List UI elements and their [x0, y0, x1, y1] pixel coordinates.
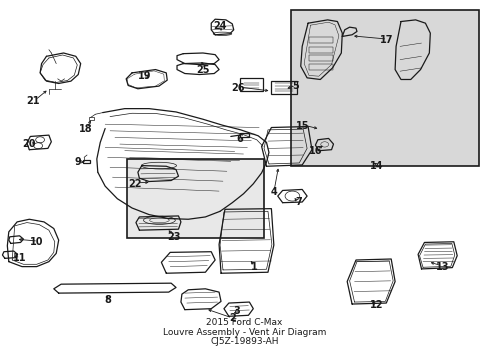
Bar — [239, 78, 263, 91]
Text: 4: 4 — [270, 187, 277, 197]
Bar — [89, 117, 94, 120]
Bar — [290, 10, 478, 166]
Text: 17: 17 — [379, 35, 392, 45]
Text: 8: 8 — [104, 295, 111, 305]
Text: 2: 2 — [228, 313, 235, 323]
Bar — [239, 133, 249, 137]
Text: 11: 11 — [13, 253, 26, 263]
Bar — [83, 159, 90, 163]
Text: CJ5Z-19893-AH: CJ5Z-19893-AH — [210, 337, 278, 346]
Bar — [127, 159, 264, 238]
Bar — [308, 47, 332, 53]
Text: 14: 14 — [369, 161, 383, 171]
Text: 18: 18 — [79, 124, 92, 134]
Text: 15: 15 — [296, 121, 309, 131]
Text: 21: 21 — [26, 96, 40, 106]
Text: 12: 12 — [369, 300, 383, 310]
Text: 22: 22 — [128, 179, 142, 189]
Bar — [308, 64, 332, 69]
Text: 9: 9 — [75, 157, 81, 167]
Text: Louvre Assembly - Vent Air Diagram: Louvre Assembly - Vent Air Diagram — [163, 328, 325, 337]
Text: 16: 16 — [308, 146, 322, 156]
Text: 19: 19 — [137, 71, 151, 81]
Text: 23: 23 — [166, 232, 180, 242]
Bar — [271, 81, 296, 94]
Text: 6: 6 — [236, 134, 243, 144]
Text: 25: 25 — [196, 64, 209, 75]
Text: 3: 3 — [233, 306, 240, 316]
Text: 20: 20 — [22, 139, 36, 149]
Text: 2015 Ford C-Max: 2015 Ford C-Max — [206, 319, 282, 328]
Text: 5: 5 — [292, 81, 299, 91]
Text: 7: 7 — [294, 197, 301, 207]
Text: 24: 24 — [213, 22, 226, 31]
Bar — [308, 37, 332, 43]
Text: 10: 10 — [30, 237, 43, 247]
Text: 13: 13 — [435, 262, 448, 271]
Text: 1: 1 — [250, 262, 257, 271]
Text: 26: 26 — [231, 83, 244, 93]
Bar — [308, 55, 332, 61]
